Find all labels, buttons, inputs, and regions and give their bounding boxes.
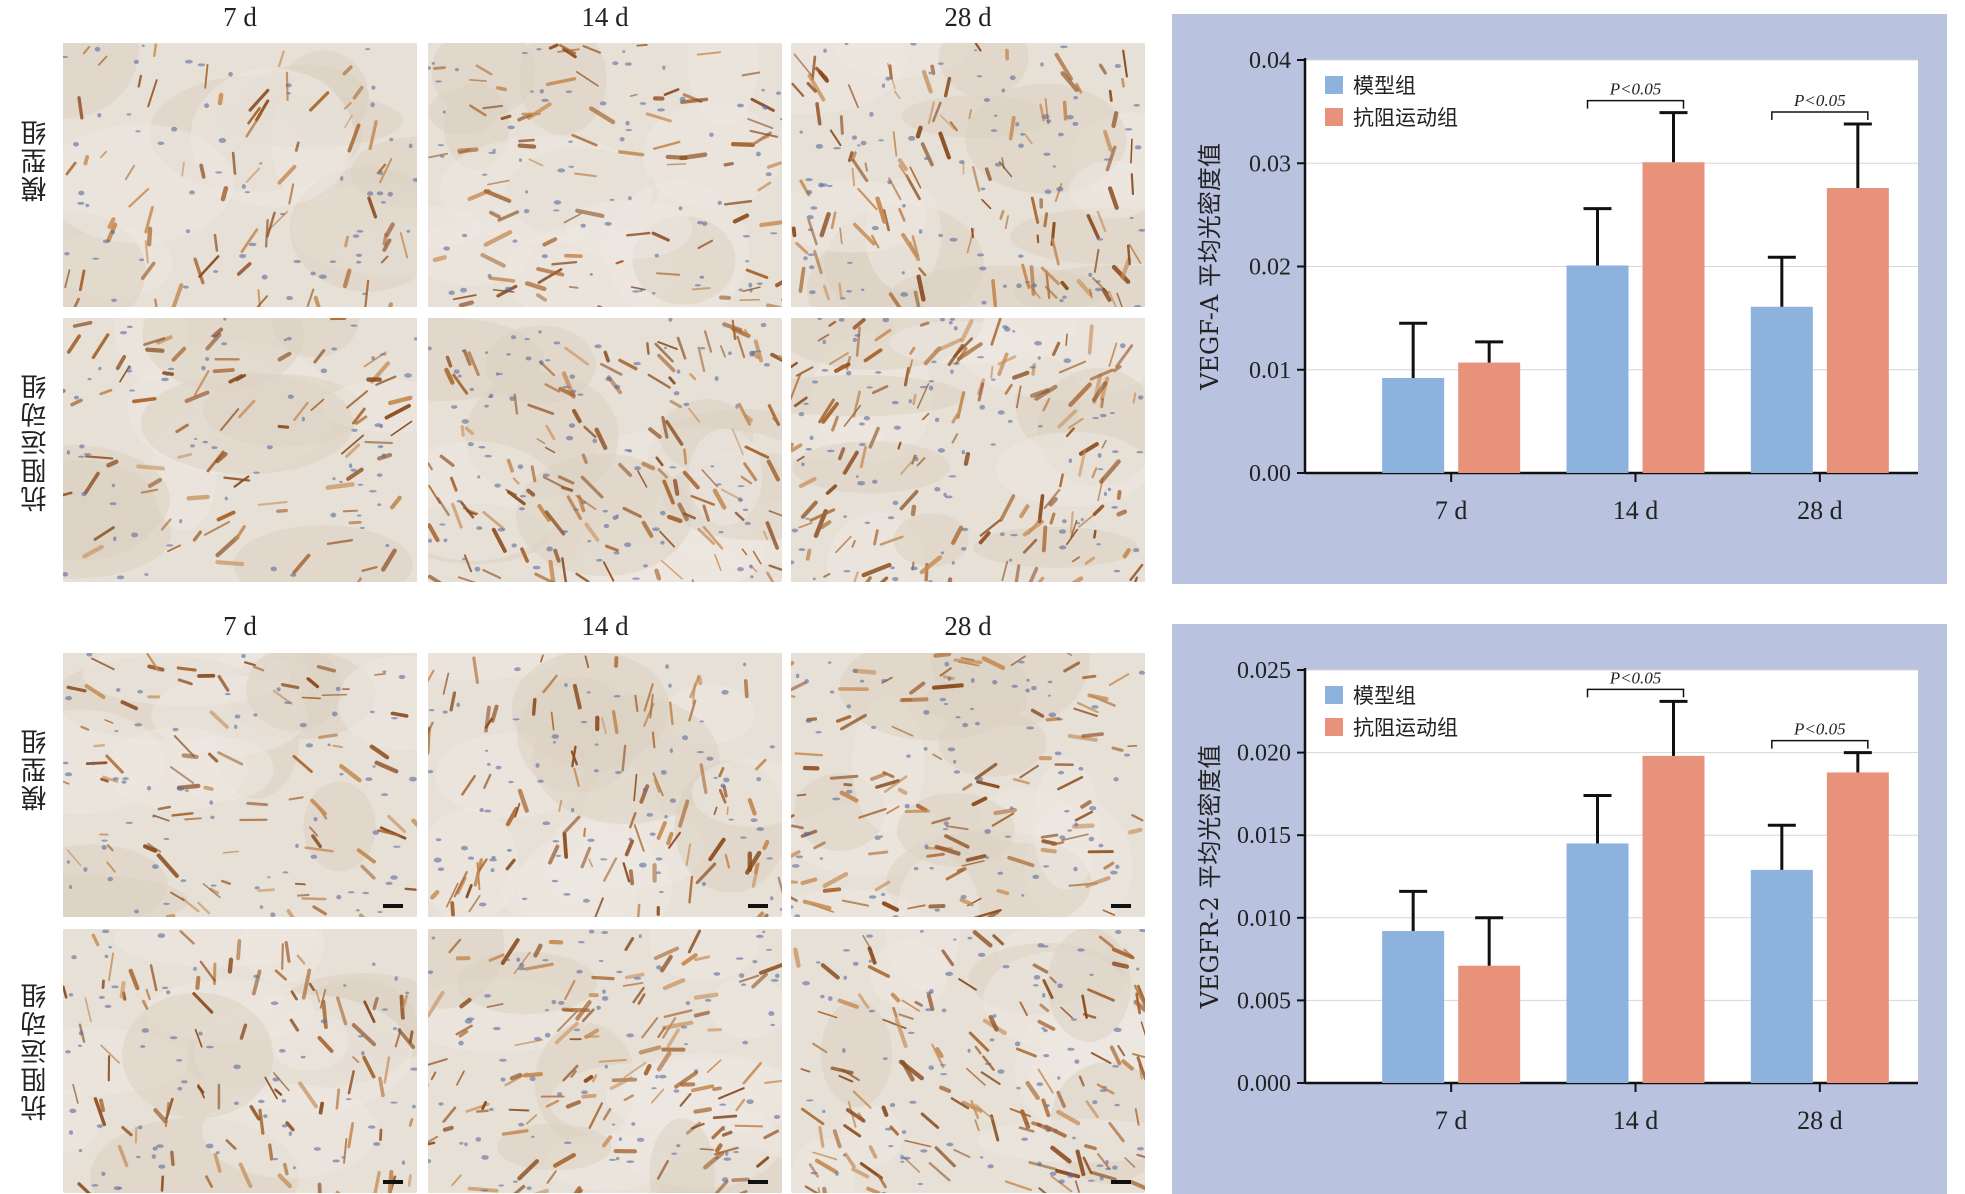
tissue-texture — [428, 43, 782, 307]
x-tick-label: 7 d — [1435, 496, 1468, 525]
y-tick-label: 0.00 — [1249, 461, 1291, 487]
vegfr2-bar-chart: 0.000 0.005 0.010 0.015 0.020 0.025 VEGFR-2 平均… — [1172, 624, 1947, 1194]
y-tick-label: 0.025 — [1237, 658, 1291, 684]
bar-model — [1382, 931, 1444, 1083]
tissue-texture — [791, 653, 1145, 917]
legend-swatch-model — [1325, 76, 1343, 94]
tissue-texture — [791, 929, 1145, 1193]
bar-exercise — [1643, 756, 1705, 1083]
chart-panel-vegfr2: 0.000 0.005 0.010 0.015 0.020 0.025 VEGFR-2 平均… — [1172, 624, 1947, 1194]
legend-label-model: 模型组 — [1353, 74, 1416, 98]
tissue-texture — [63, 653, 417, 917]
row-label-model: 模型组 — [17, 118, 57, 202]
scale-bar — [748, 1180, 768, 1184]
row-label-model: 模型组 — [17, 727, 57, 811]
bar-exercise — [1458, 966, 1520, 1083]
bar-exercise — [1827, 772, 1889, 1083]
y-tick-label: 0.02 — [1249, 255, 1291, 281]
bar-model — [1382, 378, 1444, 473]
tissue-texture — [428, 318, 782, 582]
micrograph-vegfr2-model-28d — [791, 653, 1145, 917]
bar-model — [1567, 265, 1629, 473]
column-label-14d: 14 d — [428, 611, 782, 642]
bar-model — [1567, 843, 1629, 1083]
y-tick-label: 0.04 — [1249, 48, 1291, 74]
x-tick-label: 28 d — [1797, 1106, 1843, 1135]
tissue-texture — [63, 929, 417, 1193]
scale-bar — [1111, 1180, 1131, 1184]
x-tick-label: 7 d — [1435, 1106, 1468, 1135]
micrograph-vegfa-exercise-7d — [63, 318, 417, 582]
micrograph-vegfa-model-14d — [428, 43, 782, 307]
column-label-28d: 28 d — [791, 611, 1145, 642]
legend-label-exercise: 抗阻运动组 — [1353, 716, 1458, 740]
bar-exercise — [1458, 363, 1520, 473]
micrograph-vegfa-model-28d — [791, 43, 1145, 307]
column-label-28d: 28 d — [791, 2, 1145, 33]
y-tick-label: 0.005 — [1237, 988, 1291, 1014]
significance-label: P<0.05 — [1793, 720, 1846, 739]
chart-panel-vegfa: 0.00 0.01 0.02 0.03 0.04 VEGF-A 平均光密度值 7 d 14 d… — [1172, 14, 1947, 584]
y-tick-label: 0.015 — [1237, 823, 1291, 849]
tissue-texture — [428, 929, 782, 1193]
tissue-texture — [63, 43, 417, 307]
micrograph-vegfa-exercise-28d — [791, 318, 1145, 582]
micrograph-vegfr2-exercise-7d — [63, 929, 417, 1193]
x-tick-label: 14 d — [1613, 496, 1659, 525]
y-tick-label: 0.01 — [1249, 358, 1291, 384]
y-axis-label: VEGFR-2 平均光密度值 — [1196, 745, 1224, 1010]
bar-model — [1751, 870, 1813, 1083]
legend-swatch-exercise — [1325, 718, 1343, 736]
scale-bar — [1111, 904, 1131, 908]
significance-label: P<0.05 — [1609, 80, 1662, 99]
column-label-7d: 7 d — [63, 2, 417, 33]
scale-bar — [748, 904, 768, 908]
significance-label: P<0.05 — [1609, 668, 1662, 687]
legend-swatch-model — [1325, 686, 1343, 704]
micrograph-vegfr2-model-7d — [63, 653, 417, 917]
x-tick-label: 28 d — [1797, 496, 1843, 525]
micrograph-vegfa-exercise-14d — [428, 318, 782, 582]
legend-label-model: 模型组 — [1353, 684, 1416, 708]
legend-label-exercise: 抗阻运动组 — [1353, 106, 1458, 130]
y-tick-label: 0.020 — [1237, 741, 1291, 767]
y-tick-label: 0.03 — [1249, 151, 1291, 177]
y-tick-label: 0.000 — [1237, 1071, 1291, 1097]
scale-bar — [383, 1180, 403, 1184]
row-label-exercise: 抗阻运动组 — [17, 372, 57, 512]
bar-exercise — [1827, 188, 1889, 473]
micrograph-vegfr2-exercise-14d — [428, 929, 782, 1193]
y-tick-label: 0.010 — [1237, 906, 1291, 932]
y-axis-label: VEGF-A 平均光密度值 — [1196, 143, 1224, 391]
tissue-texture — [428, 653, 782, 917]
tissue-texture — [791, 318, 1145, 582]
bar-exercise — [1643, 162, 1705, 473]
column-label-7d: 7 d — [63, 611, 417, 642]
vegfa-bar-chart: 0.00 0.01 0.02 0.03 0.04 VEGF-A 平均光密度值 7 d 14 d… — [1172, 14, 1947, 584]
x-tick-label: 14 d — [1613, 1106, 1659, 1135]
micrograph-vegfr2-exercise-28d — [791, 929, 1145, 1193]
significance-label: P<0.05 — [1793, 91, 1846, 110]
micrograph-vegfr2-model-14d — [428, 653, 782, 917]
bar-model — [1751, 307, 1813, 473]
legend-swatch-exercise — [1325, 108, 1343, 126]
scale-bar — [383, 904, 403, 908]
row-label-exercise: 抗阻运动组 — [17, 981, 57, 1121]
tissue-texture — [791, 43, 1145, 307]
column-label-14d: 14 d — [428, 2, 782, 33]
tissue-texture — [63, 318, 417, 582]
micrograph-vegfa-model-7d — [63, 43, 417, 307]
